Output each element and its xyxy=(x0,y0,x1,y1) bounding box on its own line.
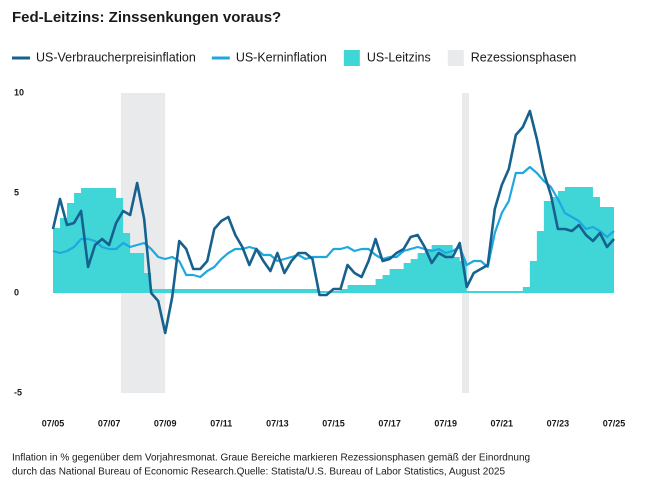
legend-label: US-Leitzins xyxy=(367,50,431,64)
legend-label: Rezessionsphasen xyxy=(471,50,577,64)
y-tick-label: 5 xyxy=(14,187,19,197)
x-tick-label: 07/23 xyxy=(547,418,570,428)
x-tick-label: 07/09 xyxy=(154,418,177,428)
x-tick-label: 07/13 xyxy=(266,418,289,428)
legend-label: US-Kerninflation xyxy=(236,50,327,64)
plot-area: -5 0 5 10 07/05 07/07 07/09 07/11 07/13 07/15 07/1… xyxy=(14,87,625,428)
legend-label: US-Verbraucherpreisinflation xyxy=(36,50,196,64)
y-tick-label: -5 xyxy=(14,387,22,397)
legend: US-Verbraucherpreisinflation US-Kerninfla… xyxy=(12,50,576,66)
legend-swatch xyxy=(447,50,464,66)
chart-title: Fed-Leitzins: Zinssenkungen voraus? xyxy=(12,9,281,26)
x-tick-label: 07/19 xyxy=(434,418,457,428)
y-tick-label: 10 xyxy=(14,87,24,97)
x-tick-label: 07/05 xyxy=(42,418,65,428)
footnote: Inflation in % gegenüber dem Vorjahresmo… xyxy=(12,453,530,464)
legend-swatch xyxy=(343,50,360,66)
footnote: durch das National Bureau of Economic Re… xyxy=(12,467,505,478)
x-tick-label: 07/07 xyxy=(98,418,121,428)
x-tick-label: 07/25 xyxy=(603,418,626,428)
recession-band xyxy=(461,93,469,393)
line xyxy=(51,109,615,335)
x-tick-label: 07/17 xyxy=(378,418,401,428)
x-tick-label: 07/15 xyxy=(322,418,345,428)
y-tick-label: 0 xyxy=(14,287,19,297)
x-tick-label: 07/11 xyxy=(210,418,232,428)
x-tick-label: 07/21 xyxy=(491,418,514,428)
